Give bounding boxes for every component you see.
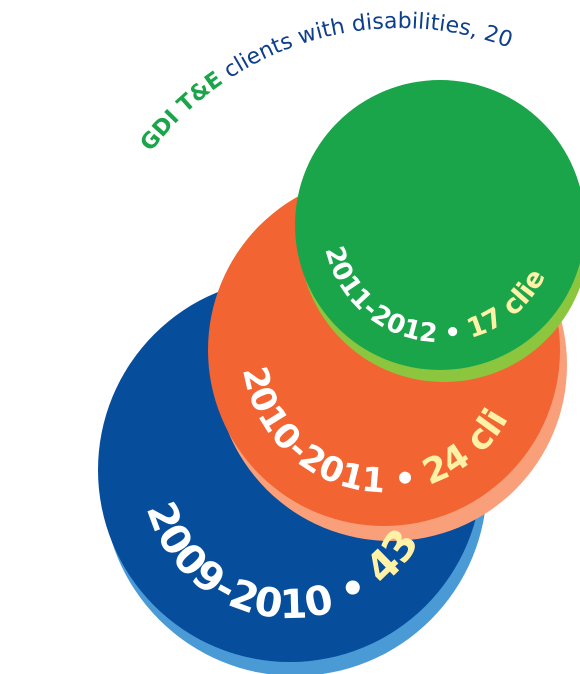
- separator-dot: •: [436, 316, 472, 350]
- bubble-2011-2012: [295, 80, 580, 370]
- bubbles: [98, 80, 580, 674]
- title-prefix: GDI T&E: [136, 67, 227, 156]
- title-rest: clients with disabilities, 2009-2012: [0, 0, 516, 87]
